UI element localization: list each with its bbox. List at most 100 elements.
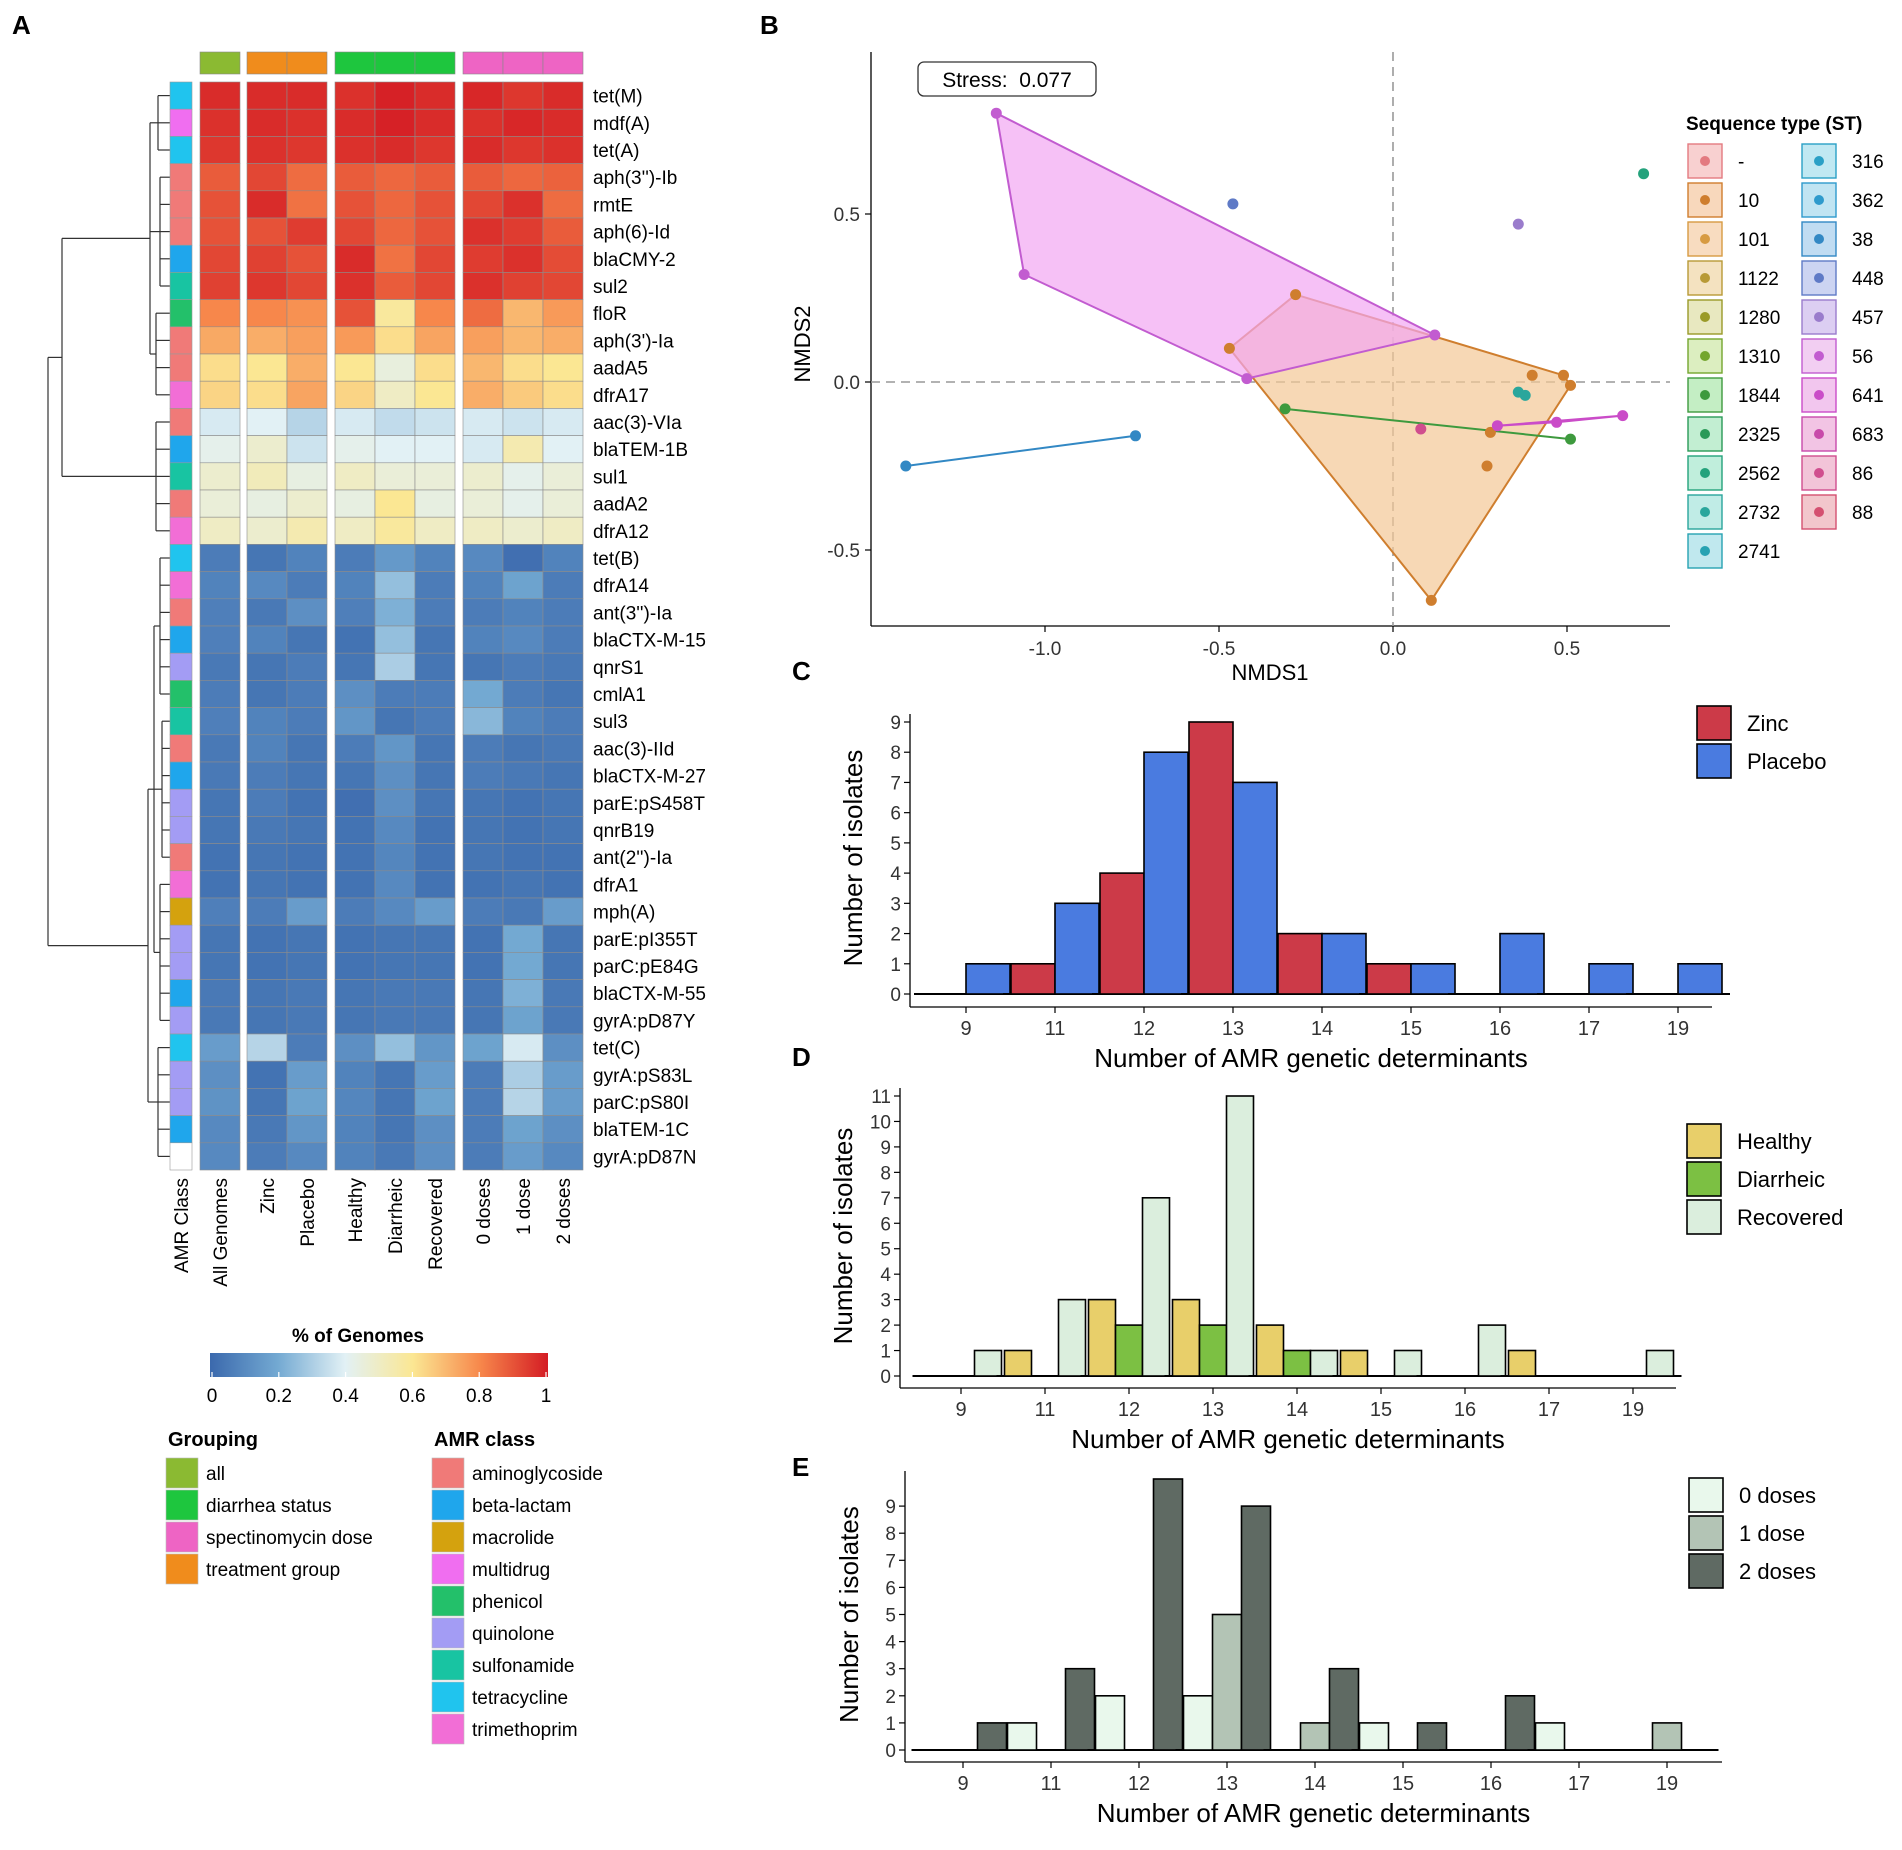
heatmap-cell: [199, 816, 241, 844]
colorbar-tick-label: 1: [541, 1386, 552, 1407]
heatmap-cell: [199, 1060, 241, 1089]
heatmap-cell: [462, 353, 504, 382]
colorbar-gradient: [210, 1353, 548, 1377]
y-tick-label: 4: [890, 864, 901, 885]
amr-class-cell: [169, 272, 193, 300]
bar-placebo: [1677, 962, 1723, 995]
amr-class-cell: [169, 516, 193, 545]
bar-0-doses: [1182, 1695, 1214, 1751]
x-tick-label: 9: [955, 1399, 966, 1421]
bar-recovered: [1393, 1349, 1423, 1377]
x-tick-label: 9: [957, 1773, 968, 1795]
amr-class-cell: [169, 1115, 193, 1144]
heatmap-cell: [542, 1115, 584, 1144]
x-tick-label: 14: [1304, 1773, 1326, 1795]
bar-2-doses: [976, 1722, 1008, 1751]
heatmap-cell: [502, 1060, 544, 1089]
st-legend-swatch: [1687, 299, 1723, 335]
nmds-point: [1415, 423, 1427, 435]
heatmap-cell: [334, 108, 376, 137]
amr-class-legend-swatch: [431, 1617, 465, 1649]
heatmap-cell: [374, 462, 416, 491]
heatmap-cell: [286, 788, 328, 817]
heatmap-cell: [286, 734, 328, 763]
heatmap-cell: [542, 1060, 584, 1089]
heatmap-cell: [374, 652, 416, 681]
y-tick-label: 7: [880, 1189, 891, 1210]
y-tick-label: 5: [880, 1240, 891, 1261]
x-tick-label: 16: [1454, 1399, 1476, 1421]
heatmap-cell: [334, 516, 376, 545]
nmds-y-tick-label: 0.5: [834, 205, 860, 226]
heatmap-cell: [414, 598, 456, 627]
heatmap-cell: [462, 81, 504, 110]
heatmap-row-label: parC:pS80I: [593, 1093, 689, 1114]
heatmap-cell: [334, 380, 376, 409]
y-tick-label: 10: [870, 1112, 891, 1133]
panel-label-a: A: [12, 10, 31, 40]
bar-zinc: [1010, 962, 1056, 995]
heatmap-row-label: aac(3)-VIa: [593, 413, 682, 434]
st-legend-label: 457: [1852, 308, 1884, 329]
heatmap-cell: [199, 489, 241, 518]
legend-swatch: [1686, 1123, 1722, 1159]
nmds-point: [900, 460, 912, 472]
heatmap-cell: [334, 680, 376, 708]
heatmap-cell: [286, 924, 328, 953]
heatmap-cell: [462, 761, 504, 790]
heatmap-cell: [246, 625, 288, 654]
heatmap-cell: [462, 136, 504, 164]
heatmap-cell: [246, 489, 288, 518]
nmds-point: [1227, 198, 1239, 210]
heatmap-cell: [374, 544, 416, 572]
y-tick-label: 2: [885, 1687, 896, 1708]
heatmap-row-label: sul1: [593, 467, 628, 488]
heatmap-cell: [246, 680, 288, 708]
heatmap-cell: [414, 680, 456, 708]
heatmap-cell: [462, 244, 504, 273]
heatmap-cell: [502, 353, 544, 382]
y-tick-label: 2: [880, 1316, 891, 1337]
heatmap-cell: [286, 326, 328, 355]
heatmap-row-label: parE:pS458T: [593, 794, 705, 815]
amr-class-cell: [169, 680, 193, 708]
heatmap-cell: [542, 1142, 584, 1171]
heatmap-cell: [414, 979, 456, 1008]
st-legend-dot: [1700, 507, 1710, 517]
heatmap-cell: [542, 244, 584, 273]
heatmap-cell: [462, 380, 504, 409]
heatmap-cell: [502, 108, 544, 137]
amr-class-cell: [169, 788, 193, 817]
x-tick-label: 13: [1216, 1773, 1238, 1795]
x-tick-label: 14: [1311, 1018, 1333, 1040]
heatmap-column-label: Placebo: [298, 1178, 319, 1247]
heatmap-cell: [246, 598, 288, 627]
st-legend-dot: [1700, 312, 1710, 322]
st-legend-dot: [1814, 234, 1824, 244]
st-legend-label: 362: [1852, 191, 1884, 212]
grouping-legend-swatch: [165, 1521, 199, 1553]
st-legend-swatch: [1687, 533, 1723, 569]
nmds-point: [1290, 289, 1302, 301]
heatmap-cell: [286, 272, 328, 300]
legend-swatch: [1688, 1515, 1724, 1551]
heatmap-cell: [542, 625, 584, 654]
heatmap-row-label: blaCTX-M-15: [593, 631, 706, 652]
heatmap-cell: [414, 1115, 456, 1144]
x-tick-label: 13: [1202, 1399, 1224, 1421]
st-legend-label: 56: [1852, 347, 1873, 368]
amr-class-cell: [169, 299, 193, 328]
heatmap-cell: [542, 870, 584, 899]
amr-class-cell: [169, 707, 193, 736]
heatmap-cell: [502, 1142, 544, 1171]
bar-1-dose: [1299, 1722, 1331, 1751]
st-legend-dot: [1814, 351, 1824, 361]
heatmap-cell: [502, 489, 544, 518]
amr-class-legend-swatch: [431, 1553, 465, 1585]
bar-healthy: [1339, 1349, 1369, 1377]
st-legend-dot: [1814, 429, 1824, 439]
heatmap-cell: [286, 489, 328, 518]
heatmap-cell: [462, 1115, 504, 1144]
